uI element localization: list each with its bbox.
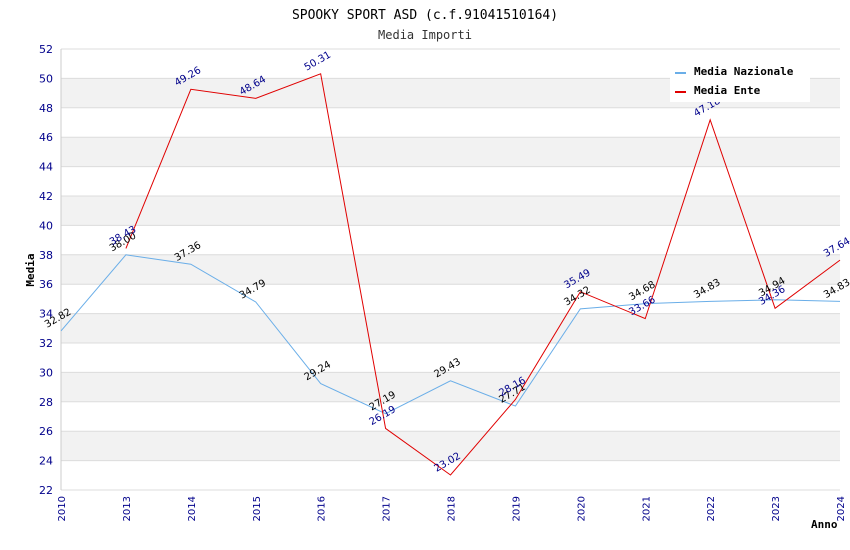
gridlines (60, 48, 840, 491)
x-tick-label: 2014 (187, 496, 198, 521)
x-tick-label: 2020 (576, 496, 587, 521)
y-tick-label: 22 (39, 484, 53, 497)
chart-title: SPOOKY SPORT ASD (c.f.91041510164) (292, 8, 558, 23)
y-tick-label: 28 (39, 396, 53, 409)
grid-band (61, 254, 840, 285)
legend: Media Nazionale Media Ente (670, 62, 810, 102)
x-tick-label: 2023 (771, 496, 782, 521)
x-tick-label: 2022 (706, 496, 717, 521)
grid-bands (61, 78, 840, 461)
data-label: 50.31 (303, 50, 333, 74)
chart-subtitle: Media Importi (378, 28, 472, 42)
series-line-media-ente (125, 73, 841, 476)
y-axis-label: Media (24, 253, 37, 286)
y-tick-label: 52 (39, 43, 53, 56)
y-tick-label: 46 (39, 131, 53, 144)
y-tick-label: 36 (39, 278, 53, 291)
x-tick-label: 2019 (511, 496, 522, 521)
y-tick-label: 26 (39, 425, 53, 438)
grid-band (61, 137, 840, 167)
x-tick-label: 2017 (382, 496, 393, 521)
legend-label-ente: Media Ente (694, 84, 761, 97)
legend-label-naz: Media Nazionale (694, 65, 794, 78)
grid-band (61, 431, 840, 461)
y-tick-label: 34 (39, 308, 53, 321)
y-tick-label: 30 (39, 366, 53, 379)
legend-box (670, 62, 810, 102)
x-tick-label: 2010 (57, 496, 68, 521)
y-tick-label: 42 (39, 190, 53, 203)
grid-band (61, 196, 840, 226)
series-line-media-nazionale (60, 254, 841, 415)
x-tick-label: 2018 (447, 496, 458, 521)
x-tick-label: 2024 (836, 496, 847, 521)
grid-band (61, 313, 840, 343)
x-tick-label: 2015 (252, 496, 263, 521)
y-tick-label: 44 (39, 161, 53, 174)
y-axis-ticks: 22 24 26 28 30 32 34 36 38 40 42 44 46 48 50 52 (39, 43, 53, 497)
y-tick-label: 32 (39, 337, 53, 350)
y-tick-label: 50 (39, 72, 53, 85)
grid-band (61, 372, 840, 402)
x-tick-label: 2013 (122, 496, 133, 521)
series-group (60, 73, 841, 476)
x-axis-label: Anno (811, 518, 838, 531)
x-axis-ticks: 2010 2013 2014 2015 2016 2017 2018 2019 2020 2021… (57, 496, 847, 521)
y-tick-label: 24 (39, 455, 53, 468)
x-tick-label: 2021 (641, 496, 652, 521)
y-tick-label: 38 (39, 249, 53, 262)
y-tick-label: 40 (39, 219, 53, 232)
x-tick-label: 2016 (317, 496, 328, 521)
y-tick-label: 48 (39, 102, 53, 115)
